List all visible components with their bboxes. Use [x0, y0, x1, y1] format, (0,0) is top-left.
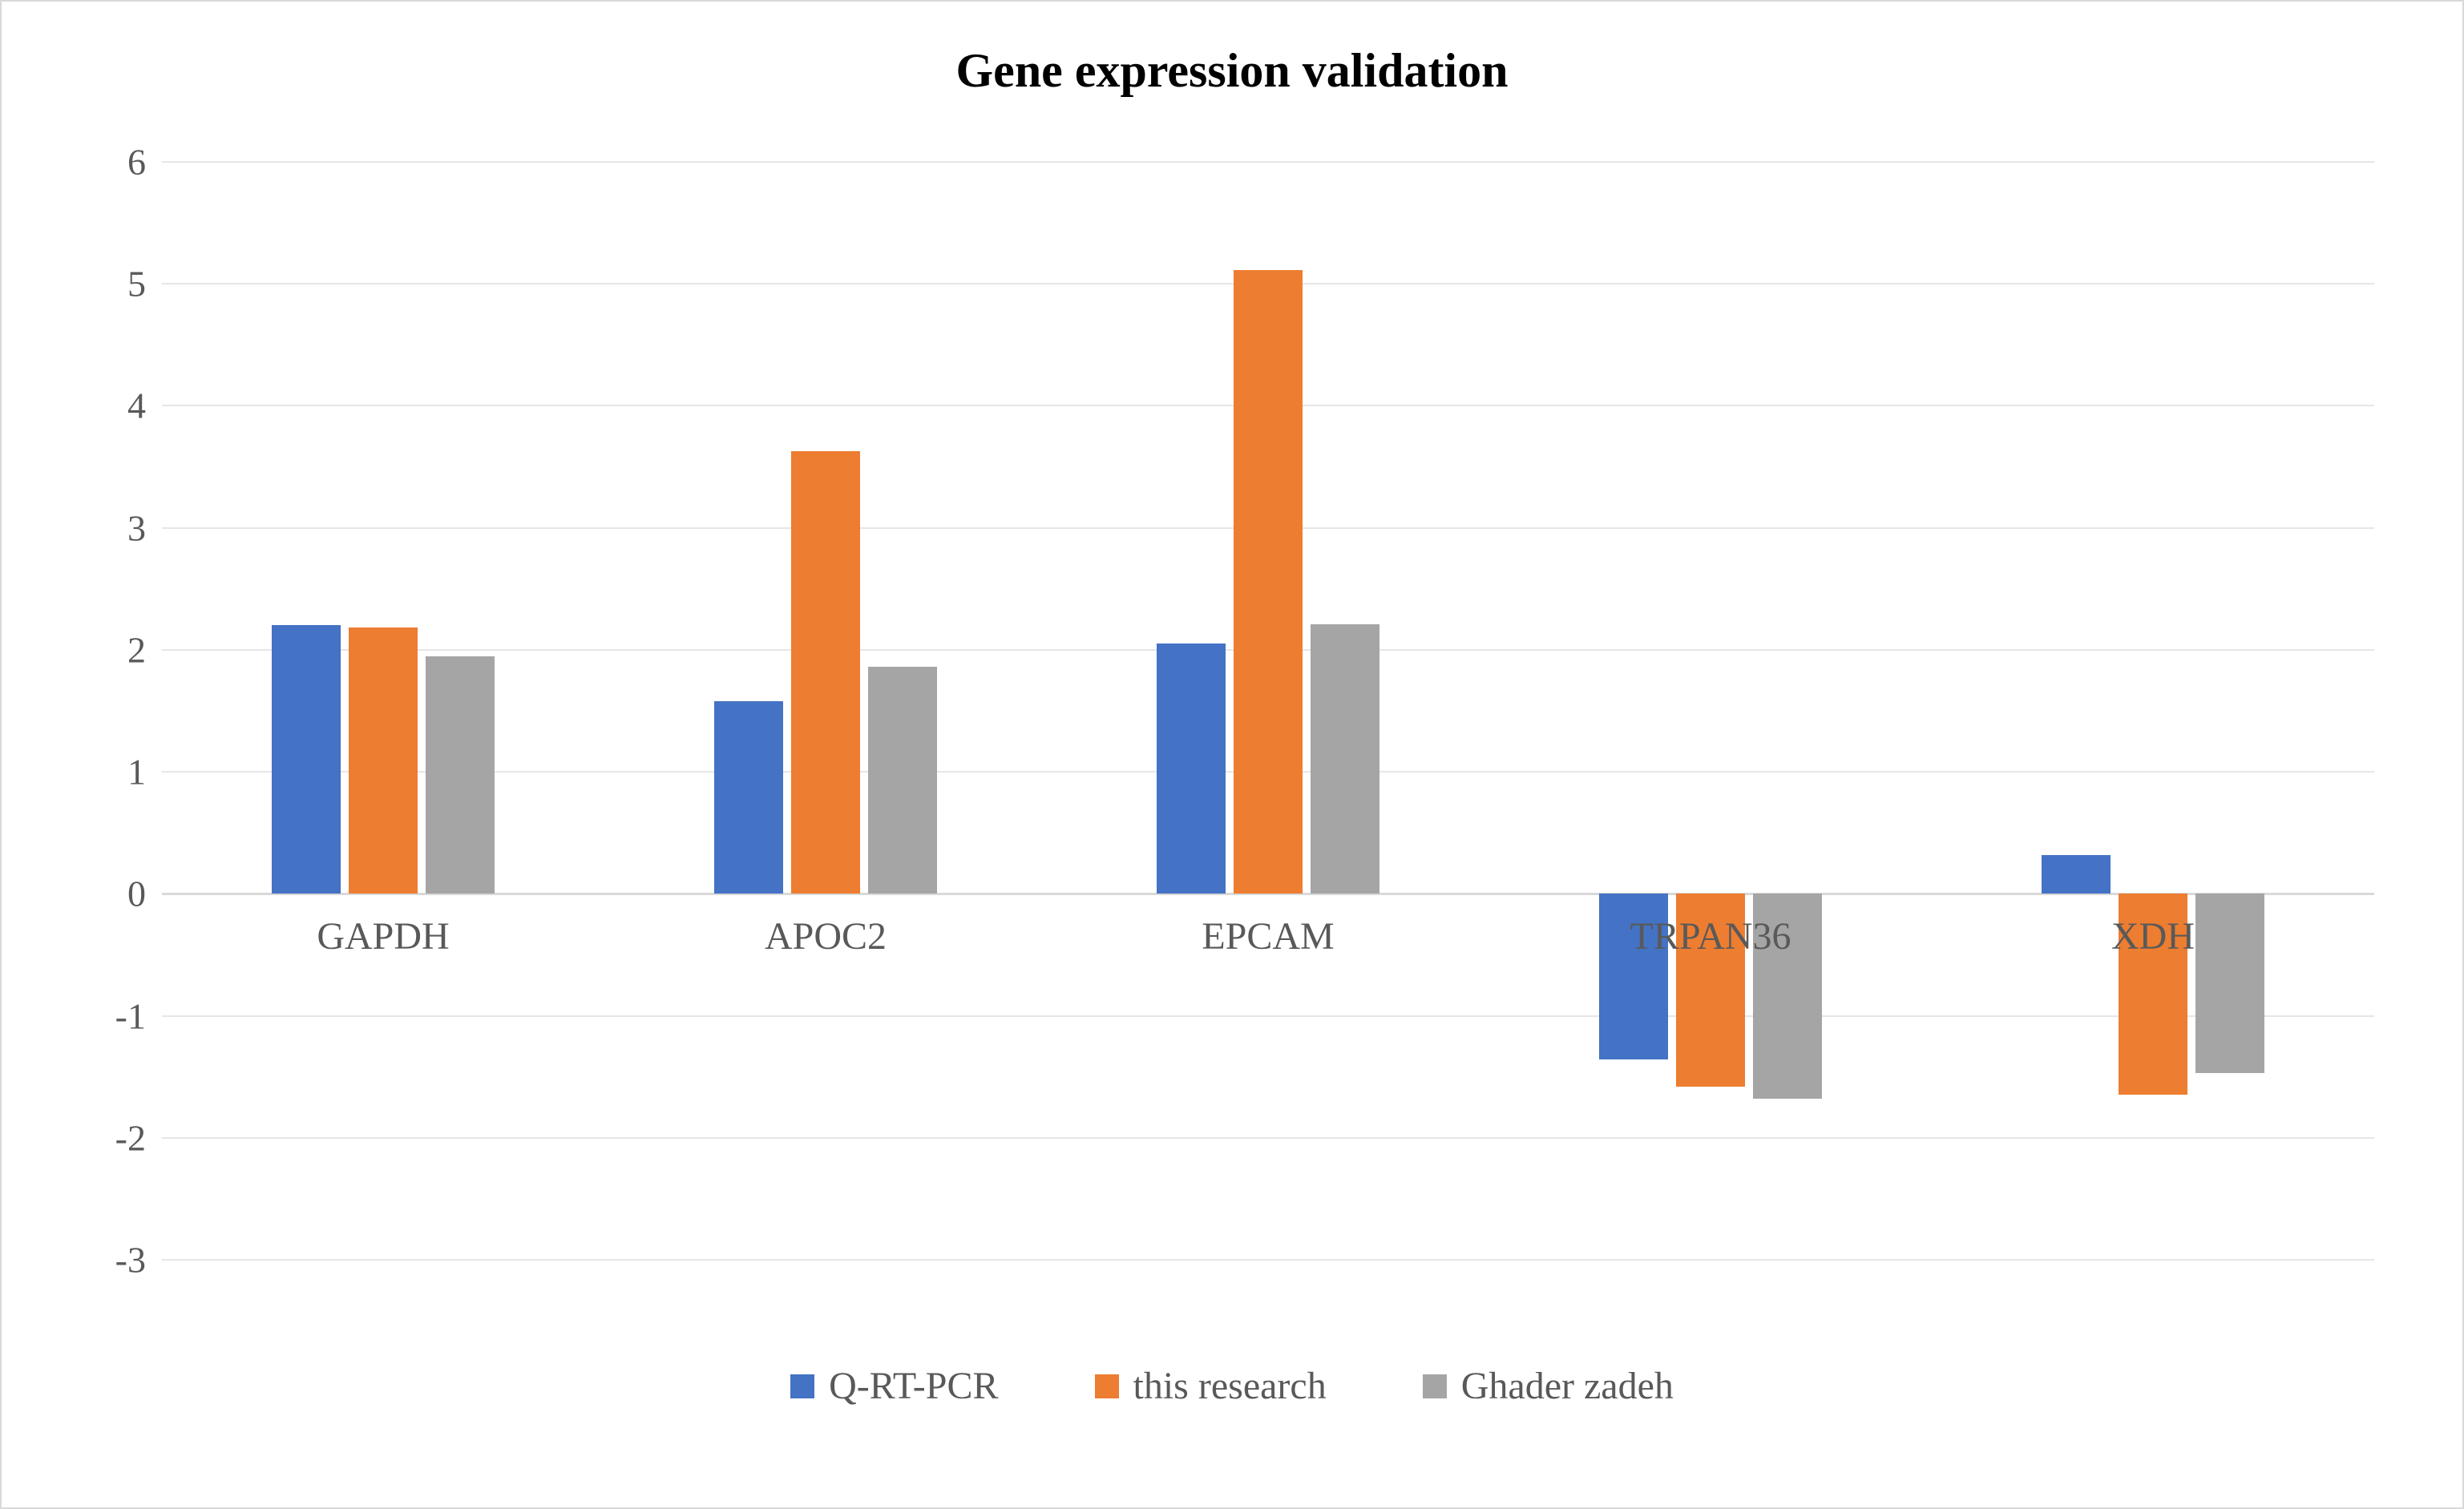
bar-apoc2-0: [714, 701, 783, 894]
y-tick-label: -1: [50, 995, 146, 1037]
chart-container: Gene expression validation 6 5 4 3 2 1 0 -1 -2 -3…: [0, 0, 2464, 1509]
chart-title: Gene expression validation: [2, 43, 2462, 99]
y-tick-label: 3: [50, 506, 146, 549]
bar-apoc2-2: [868, 667, 937, 894]
bar-epcam-2: [1311, 624, 1379, 894]
gridline: [162, 161, 2374, 163]
y-tick-label: 2: [50, 628, 146, 671]
gridline: [162, 1259, 2374, 1261]
category-label: GAPDH: [162, 914, 604, 958]
legend: Q-RT-PCR this research Ghader zadeh: [2, 1364, 2462, 1408]
legend-swatch: [790, 1374, 814, 1398]
gridline: [162, 1015, 2374, 1017]
y-tick-label: 5: [50, 263, 146, 305]
category-label: APOC2: [604, 914, 1047, 958]
legend-item: this research: [1095, 1364, 1327, 1408]
y-tick-label: 0: [50, 873, 146, 915]
category-label: EPCAM: [1047, 914, 1489, 958]
legend-label: Ghader zadeh: [1461, 1364, 1674, 1408]
legend-item: Ghader zadeh: [1423, 1364, 1674, 1408]
y-tick-label: 1: [50, 751, 146, 793]
bar-gapdh-2: [426, 656, 495, 894]
bar-gapdh-0: [272, 625, 341, 894]
bar-xdh-0: [2042, 855, 2111, 894]
bar-epcam-1: [1234, 270, 1303, 894]
legend-swatch: [1423, 1374, 1447, 1398]
bar-epcam-0: [1157, 644, 1226, 894]
gridline: [162, 1137, 2374, 1139]
legend-label: this research: [1133, 1364, 1327, 1408]
bar-apoc2-1: [791, 451, 860, 894]
plot-area: [162, 162, 2374, 1260]
y-tick-label: 6: [50, 141, 146, 184]
category-label: TRPAN36: [1489, 914, 1932, 958]
bar-gapdh-1: [349, 627, 418, 894]
legend-label: Q-RT-PCR: [829, 1364, 998, 1408]
legend-item: Q-RT-PCR: [790, 1364, 998, 1408]
y-tick-label: 4: [50, 385, 146, 427]
y-tick-label: -2: [50, 1116, 146, 1159]
category-label: XDH: [1932, 914, 2374, 958]
legend-swatch: [1095, 1374, 1119, 1398]
y-tick-label: -3: [50, 1239, 146, 1281]
